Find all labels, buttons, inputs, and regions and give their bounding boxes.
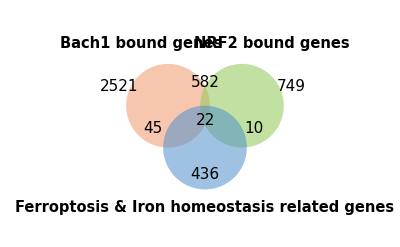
Text: 10: 10 [245,121,264,136]
Text: NRF2 bound genes: NRF2 bound genes [194,36,350,51]
Circle shape [200,64,284,147]
Text: Ferroptosis & Iron homeostasis related genes: Ferroptosis & Iron homeostasis related g… [16,200,394,215]
Circle shape [163,106,247,189]
Circle shape [126,64,210,147]
Text: 582: 582 [190,75,220,90]
Text: 45: 45 [143,121,162,136]
Text: 749: 749 [277,79,306,94]
Text: 2521: 2521 [100,79,138,94]
Text: Bach1 bound genes: Bach1 bound genes [60,36,222,51]
Text: 22: 22 [195,113,215,128]
Text: 436: 436 [190,167,220,182]
